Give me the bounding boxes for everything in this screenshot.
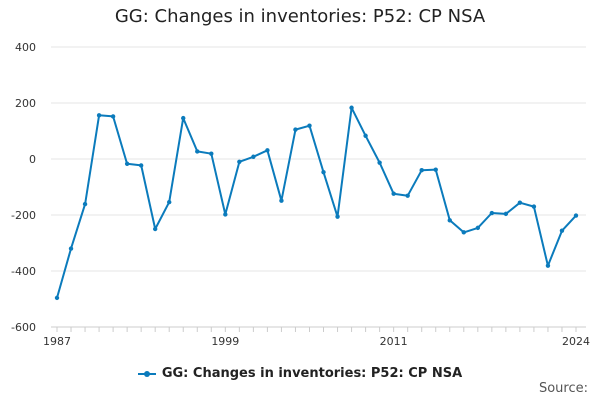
data-point[interactable] bbox=[195, 149, 200, 154]
data-point[interactable] bbox=[54, 295, 60, 301]
data-point[interactable] bbox=[321, 169, 326, 175]
data-point[interactable] bbox=[110, 114, 116, 119]
x-tick-label: 1999 bbox=[211, 335, 239, 348]
data-point[interactable] bbox=[377, 160, 382, 165]
y-tick-label: -200 bbox=[11, 209, 36, 222]
data-point[interactable] bbox=[461, 230, 466, 235]
series-group bbox=[54, 105, 579, 301]
data-point[interactable] bbox=[405, 193, 410, 198]
gridlines bbox=[51, 46, 586, 328]
data-point[interactable] bbox=[96, 113, 102, 118]
data-point[interactable] bbox=[265, 148, 270, 153]
data-point[interactable] bbox=[489, 210, 495, 216]
legend: GG: Changes in inventories: P52: CP NSA bbox=[0, 366, 600, 381]
chart-title: GG: Changes in inventories: P52: CP NSA bbox=[114, 6, 486, 27]
data-point[interactable] bbox=[363, 133, 368, 138]
data-point[interactable] bbox=[223, 212, 228, 217]
data-point[interactable] bbox=[293, 127, 298, 132]
series-line bbox=[56, 106, 577, 299]
data-point[interactable] bbox=[517, 200, 523, 205]
y-tick-label: 400 bbox=[15, 41, 36, 54]
data-point[interactable] bbox=[124, 161, 130, 166]
data-point[interactable] bbox=[138, 163, 144, 168]
y-tick-label: 0 bbox=[29, 153, 36, 166]
data-point[interactable] bbox=[167, 199, 172, 205]
data-point[interactable] bbox=[447, 218, 452, 223]
data-point[interactable] bbox=[152, 226, 158, 232]
data-point[interactable] bbox=[349, 105, 354, 110]
data-point[interactable] bbox=[307, 123, 312, 128]
data-point[interactable] bbox=[531, 204, 537, 209]
data-point[interactable] bbox=[237, 159, 242, 164]
legend-swatch bbox=[137, 369, 156, 379]
data-point[interactable] bbox=[209, 151, 214, 156]
data-point[interactable] bbox=[419, 168, 424, 173]
data-point[interactable] bbox=[68, 246, 74, 251]
y-tick-label: 200 bbox=[15, 97, 36, 110]
data-point[interactable] bbox=[279, 198, 284, 203]
data-point[interactable] bbox=[559, 228, 565, 233]
data-point[interactable] bbox=[82, 201, 88, 207]
x-axis: 1987 1999 2011 2024 bbox=[43, 327, 590, 348]
data-point[interactable] bbox=[433, 167, 438, 172]
data-point[interactable] bbox=[503, 211, 509, 217]
data-point[interactable] bbox=[391, 191, 396, 196]
x-tick-label: 2024 bbox=[562, 335, 590, 348]
data-point[interactable] bbox=[545, 263, 551, 268]
data-point[interactable] bbox=[335, 214, 340, 219]
data-point[interactable] bbox=[573, 213, 579, 218]
data-point[interactable] bbox=[475, 225, 481, 231]
data-point[interactable] bbox=[251, 154, 256, 159]
y-tick-label: -600 bbox=[11, 321, 36, 334]
data-point[interactable] bbox=[181, 115, 186, 121]
y-axis: 400 200 0 -200 -400 -600 bbox=[11, 41, 36, 334]
x-tick-label: 1987 bbox=[43, 335, 71, 348]
x-tick-label: 2011 bbox=[380, 335, 408, 348]
legend-label: GG: Changes in inventories: P52: CP NSA bbox=[161, 366, 463, 381]
y-tick-label: -400 bbox=[11, 265, 36, 278]
source-label: Source: bbox=[538, 381, 588, 396]
